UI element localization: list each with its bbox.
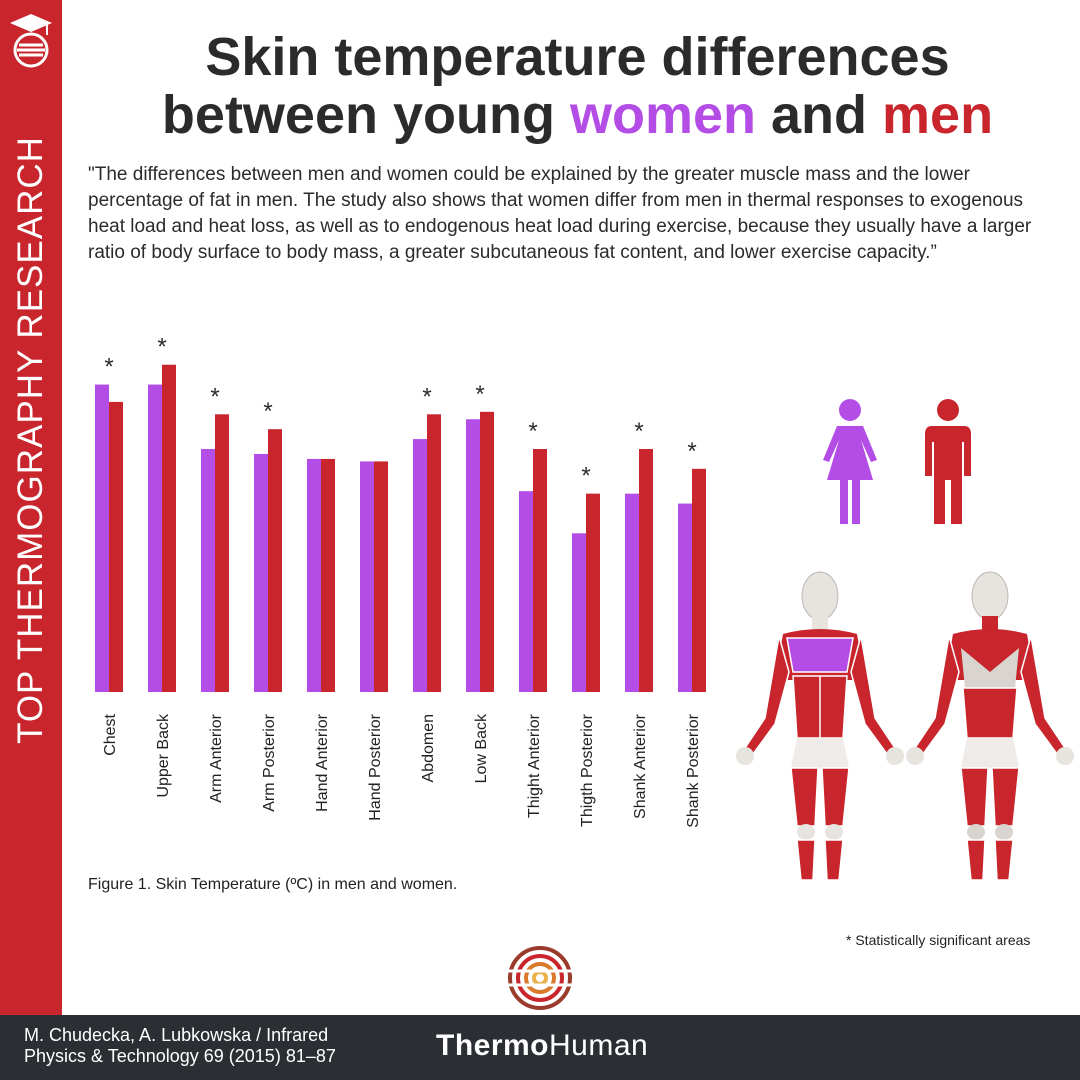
- bar-women-2: [201, 449, 215, 692]
- significance-marker-9: *: [581, 463, 590, 490]
- bar-men-6: [427, 414, 441, 692]
- bar-men-9: [586, 493, 600, 692]
- citation-line-2: Physics & Technology 69 (2015) 81–87: [24, 1046, 336, 1066]
- bar-women-4: [307, 458, 321, 692]
- bar-women-9: [572, 533, 586, 692]
- bar-men-0: [109, 401, 123, 692]
- brand-regular: Human: [549, 1029, 649, 1062]
- significance-marker-11: *: [687, 438, 696, 465]
- bar-men-11: [692, 468, 706, 692]
- title-women: women: [569, 85, 756, 145]
- bar-women-7: [466, 419, 480, 692]
- bar-women-11: [678, 503, 692, 692]
- bar-men-10: [639, 449, 653, 692]
- category-label-5: Hand Posterior: [367, 713, 384, 820]
- significance-marker-2: *: [210, 383, 219, 410]
- bar-men-3: [268, 429, 282, 692]
- category-label-3: Arm Posterior: [261, 713, 278, 811]
- bar-men-2: [215, 414, 229, 692]
- sidebar-banner: TOP THERMOGRAPHY RESEARCH: [0, 0, 62, 1015]
- significance-marker-6: *: [422, 383, 431, 410]
- category-label-0: Chest: [102, 713, 119, 755]
- citation-line-1: M. Chudecka, A. Lubkowska / Infrared: [24, 1025, 329, 1045]
- study-quote: "The differences between men and women c…: [88, 164, 1032, 263]
- bar-women-6: [413, 439, 427, 692]
- category-label-4: Hand Anterior: [314, 713, 331, 812]
- bar-women-1: [148, 384, 162, 692]
- significance-marker-10: *: [634, 418, 643, 445]
- citation: M. Chudecka, A. Lubkowska / Infrared Phy…: [24, 1025, 404, 1067]
- thermohuman-logo-icon: [508, 946, 572, 1010]
- significance-marker-3: *: [263, 398, 272, 425]
- category-label-8: Thight Anterior: [526, 713, 543, 818]
- title-prefix: between young: [161, 85, 570, 145]
- category-label-1: Upper Back: [155, 713, 172, 798]
- title-line-2: between young women and men: [75, 86, 1080, 144]
- category-label-10: Shank Anterior: [632, 713, 649, 819]
- significance-marker-8: *: [528, 418, 537, 445]
- front-body-muscle-diagram: [736, 571, 904, 881]
- man-icon: [925, 399, 971, 524]
- significance-marker-0: *: [104, 354, 113, 381]
- category-label-6: Abdomen: [420, 714, 437, 783]
- title-line-1: Skin temperature differences: [205, 27, 950, 87]
- bar-women-3: [254, 453, 268, 692]
- skin-temperature-bar-chart: * Chest * Upper Back * Arm Anterior * Arm Poste…: [95, 334, 706, 828]
- category-label-9: Thigth Posterior: [579, 713, 596, 827]
- back-body-muscle-diagram: [906, 571, 1074, 881]
- bar-men-1: [162, 364, 176, 692]
- bar-men-5: [374, 461, 388, 692]
- bar-men-4: [321, 458, 335, 692]
- bar-women-10: [625, 493, 639, 692]
- brand-bold: Thermo: [436, 1029, 550, 1062]
- significance-marker-7: *: [475, 381, 484, 408]
- category-label-11: Shank Posterior: [685, 713, 702, 828]
- bar-women-5: [360, 461, 374, 692]
- brand-name: ThermoHuman: [436, 1029, 648, 1063]
- category-label-7: Low Back: [473, 713, 490, 783]
- bar-women-8: [519, 491, 533, 692]
- sidebar-title: TOP THERMOGRAPHY RESEARCH: [11, 136, 50, 744]
- significance-note: * Statistically significant areas: [846, 932, 1031, 948]
- woman-icon: [823, 399, 877, 524]
- bar-men-7: [480, 411, 494, 692]
- bar-men-8: [533, 449, 547, 692]
- bar-women-0: [95, 384, 109, 692]
- title-middle: and: [756, 85, 883, 145]
- category-label-2: Arm Anterior: [208, 713, 225, 803]
- graduation-cap-logo-icon: [10, 14, 52, 68]
- significance-marker-1: *: [157, 334, 166, 361]
- figure-caption: Figure 1. Skin Temperature (ºC) in men a…: [88, 876, 458, 893]
- page-title: Skin temperature differences between you…: [75, 28, 1080, 144]
- footer-bar: M. Chudecka, A. Lubkowska / Infrared Phy…: [0, 1015, 1080, 1080]
- title-men: men: [882, 85, 994, 145]
